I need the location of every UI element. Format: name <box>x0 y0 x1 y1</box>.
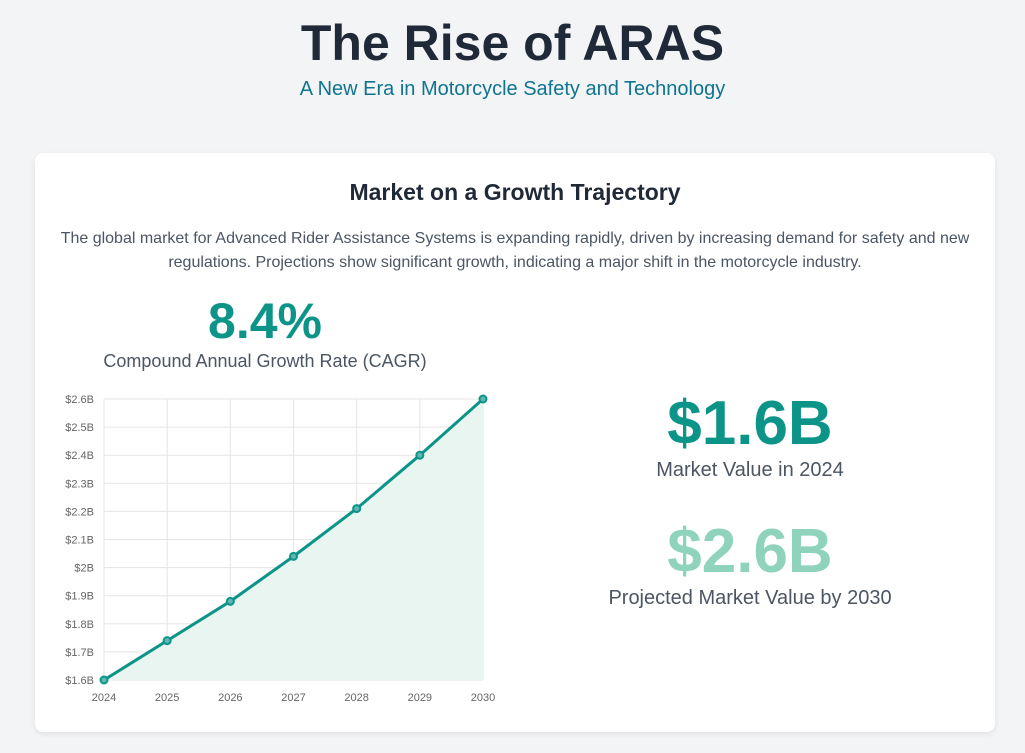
y-tick-label: $2B <box>74 563 94 575</box>
stat-2024: $1.6B Market Value in 2024 <box>555 389 945 482</box>
data-point <box>289 551 298 561</box>
area-fill <box>104 399 483 680</box>
x-tick-label: 2026 <box>218 692 242 704</box>
stat-2030: $2.6B Projected Market Value by 2030 <box>555 517 945 610</box>
card-heading: Market on a Growth Trajectory <box>349 179 681 205</box>
page-subtitle: A New Era in Motorcycle Safety and Techn… <box>299 78 726 100</box>
page-title: The Rise of ARAS <box>300 15 725 71</box>
x-tick-label: 2025 <box>155 692 179 704</box>
x-tick-label: 2028 <box>344 692 368 704</box>
cagr-label: Compound Annual Growth Rate (CAGR) <box>103 351 427 371</box>
y-tick-label: $2.3B <box>65 478 94 490</box>
data-point <box>415 450 425 460</box>
stat-label: Market Value in 2024 <box>656 459 844 481</box>
cagr-stat: 8.4% Compound Annual Growth Rate (CAGR) <box>75 291 455 372</box>
y-tick-label: $2.1B <box>65 535 94 547</box>
y-tick-label: $1.7B <box>65 647 94 659</box>
x-tick-label: 2029 <box>408 692 432 704</box>
stat-label: Projected Market Value by 2030 <box>608 587 892 609</box>
y-tick-label: $2.4B <box>65 450 94 462</box>
cagr-value: 8.4% <box>208 293 322 349</box>
y-tick-label: $1.9B <box>65 591 94 603</box>
y-tick-label: $2.6B <box>65 394 94 406</box>
data-point <box>352 504 362 514</box>
y-tick-label: $1.8B <box>65 619 94 631</box>
y-tick-label: $2.5B <box>65 422 94 434</box>
x-tick-label: 2030 <box>471 692 495 704</box>
data-point <box>99 675 109 685</box>
data-point <box>162 636 172 646</box>
stat-value: $1.6B <box>667 389 833 458</box>
data-point <box>225 596 235 606</box>
x-tick-label: 2027 <box>281 692 305 704</box>
data-point <box>478 394 488 404</box>
y-tick-label: $1.6B <box>65 675 94 687</box>
y-tick-label: $2.2B <box>65 506 94 518</box>
card-description: The global market for Advanced Rider Ass… <box>60 230 970 271</box>
stat-value: $2.6B <box>667 517 833 586</box>
x-tick-label: 2024 <box>92 692 116 704</box>
